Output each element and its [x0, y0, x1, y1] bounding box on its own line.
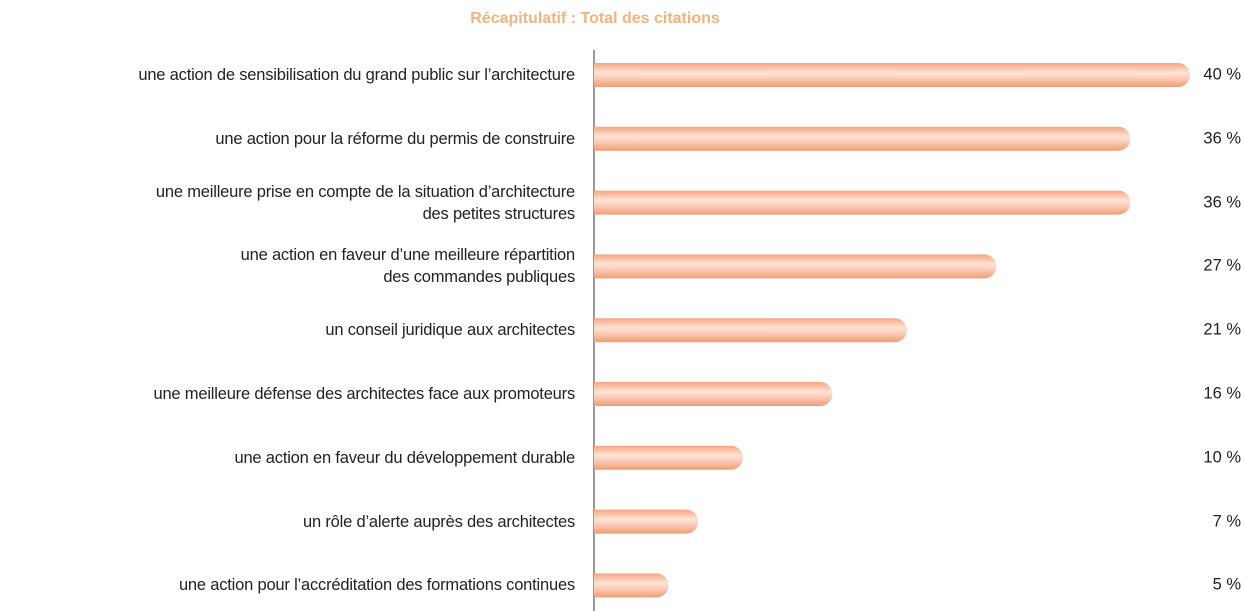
category-label: une meilleure prise en compte de la situ…	[155, 182, 575, 223]
bar	[594, 318, 907, 343]
value-label: 36 %	[1203, 193, 1241, 212]
category-label: une action de sensibilisation du grand p…	[138, 66, 575, 84]
bar	[594, 382, 833, 406]
category-label: une meilleure défense des architectes fa…	[153, 385, 575, 403]
value-label: 7 %	[1212, 512, 1241, 531]
value-label: 27 %	[1203, 256, 1241, 275]
bar	[594, 63, 1190, 87]
bar	[594, 445, 743, 470]
value-label: 16 %	[1203, 384, 1241, 403]
bar	[594, 126, 1131, 151]
value-label: 36 %	[1203, 129, 1241, 148]
bar	[594, 573, 669, 598]
category-label: un conseil juridique aux architectes	[325, 321, 575, 340]
bar	[594, 254, 997, 279]
category-label: une action en faveur du développement du…	[234, 448, 575, 467]
category-label: une action pour la réforme du permis de …	[215, 129, 575, 148]
chart-title: Récapitulatif : Total des citations	[470, 10, 720, 27]
category-label: un rôle d’alerte auprès des architectes	[303, 512, 575, 531]
value-label: 5 %	[1212, 575, 1241, 594]
bar	[594, 190, 1131, 215]
value-label: 40 %	[1203, 65, 1241, 84]
category-label: une action en faveur d’une meilleure rép…	[240, 246, 576, 287]
bar	[594, 509, 699, 534]
category-label: une action pour l’accréditation des form…	[178, 576, 575, 595]
value-label: 10 %	[1203, 448, 1241, 467]
value-label: 21 %	[1203, 320, 1241, 339]
